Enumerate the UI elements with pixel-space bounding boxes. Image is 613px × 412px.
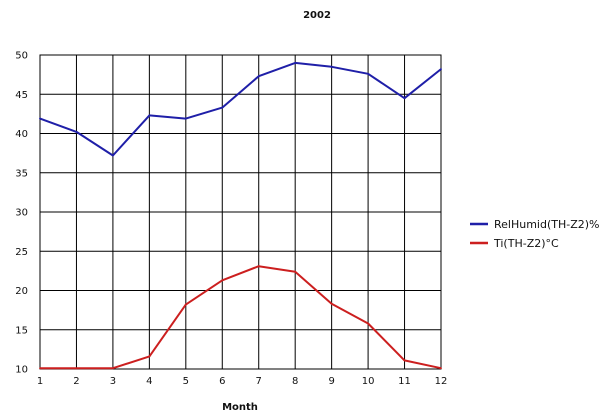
series-line-1 [39, 61, 442, 157]
grid-lines [39, 54, 442, 370]
y-tick-label: 30 [15, 208, 28, 219]
data-point [184, 303, 187, 306]
data-point [440, 68, 442, 71]
x-tick-label: 5 [183, 376, 189, 387]
y-tick-label: 15 [15, 325, 28, 336]
data-point [367, 322, 369, 325]
x-tick-label: 8 [292, 376, 298, 387]
y-tick-label: 20 [15, 286, 28, 297]
series-layer [39, 61, 442, 370]
y-tick-label: 25 [15, 247, 28, 258]
series-line-2 [40, 265, 442, 370]
chart-title: 2002 [303, 10, 331, 21]
y-tick-label: 50 [15, 51, 28, 62]
x-tick-label: 7 [256, 376, 262, 387]
data-point [112, 367, 114, 370]
y-tick-label: 35 [15, 168, 28, 179]
data-point [257, 75, 260, 78]
legend-label: Ti(TH-Z2)°C [493, 237, 559, 250]
data-point [148, 114, 151, 117]
data-point [367, 72, 369, 75]
x-tick-label: 11 [398, 376, 411, 387]
x-tick-label: 10 [362, 376, 375, 387]
x-tick-label: 4 [146, 376, 152, 387]
data-point [184, 117, 187, 120]
data-point [403, 359, 406, 362]
legend: RelHumid(TH-Z2)% Ti(TH-Z2)°C [470, 218, 600, 250]
data-point [257, 265, 260, 268]
x-tick-label: 9 [328, 376, 334, 387]
data-point [75, 367, 78, 370]
data-point [330, 65, 333, 68]
data-point [39, 117, 41, 120]
x-tick-label: 6 [219, 376, 225, 387]
data-point [148, 355, 151, 358]
data-point [440, 367, 442, 370]
data-point [221, 106, 224, 109]
y-axis-ticks: 10 15 20 25 30 35 40 45 50 [15, 51, 28, 376]
data-point [75, 131, 78, 133]
data-point [330, 302, 333, 305]
x-axis-ticks: 1 2 3 4 5 6 7 8 9 10 11 12 [37, 376, 448, 387]
x-tick-label: 1 [37, 376, 43, 387]
data-point [294, 61, 297, 64]
x-axis-label: Month [222, 402, 258, 412]
legend-label: RelHumid(TH-Z2)% [494, 218, 600, 231]
data-point [403, 97, 406, 100]
data-point [39, 367, 41, 370]
x-tick-label: 3 [110, 376, 116, 387]
data-point [294, 270, 297, 273]
y-tick-label: 40 [15, 129, 28, 140]
x-tick-label: 12 [435, 376, 448, 387]
data-point [112, 154, 114, 157]
y-tick-label: 45 [15, 90, 28, 101]
y-tick-label: 10 [15, 365, 28, 376]
data-point [221, 279, 224, 282]
x-tick-label: 2 [73, 376, 79, 387]
